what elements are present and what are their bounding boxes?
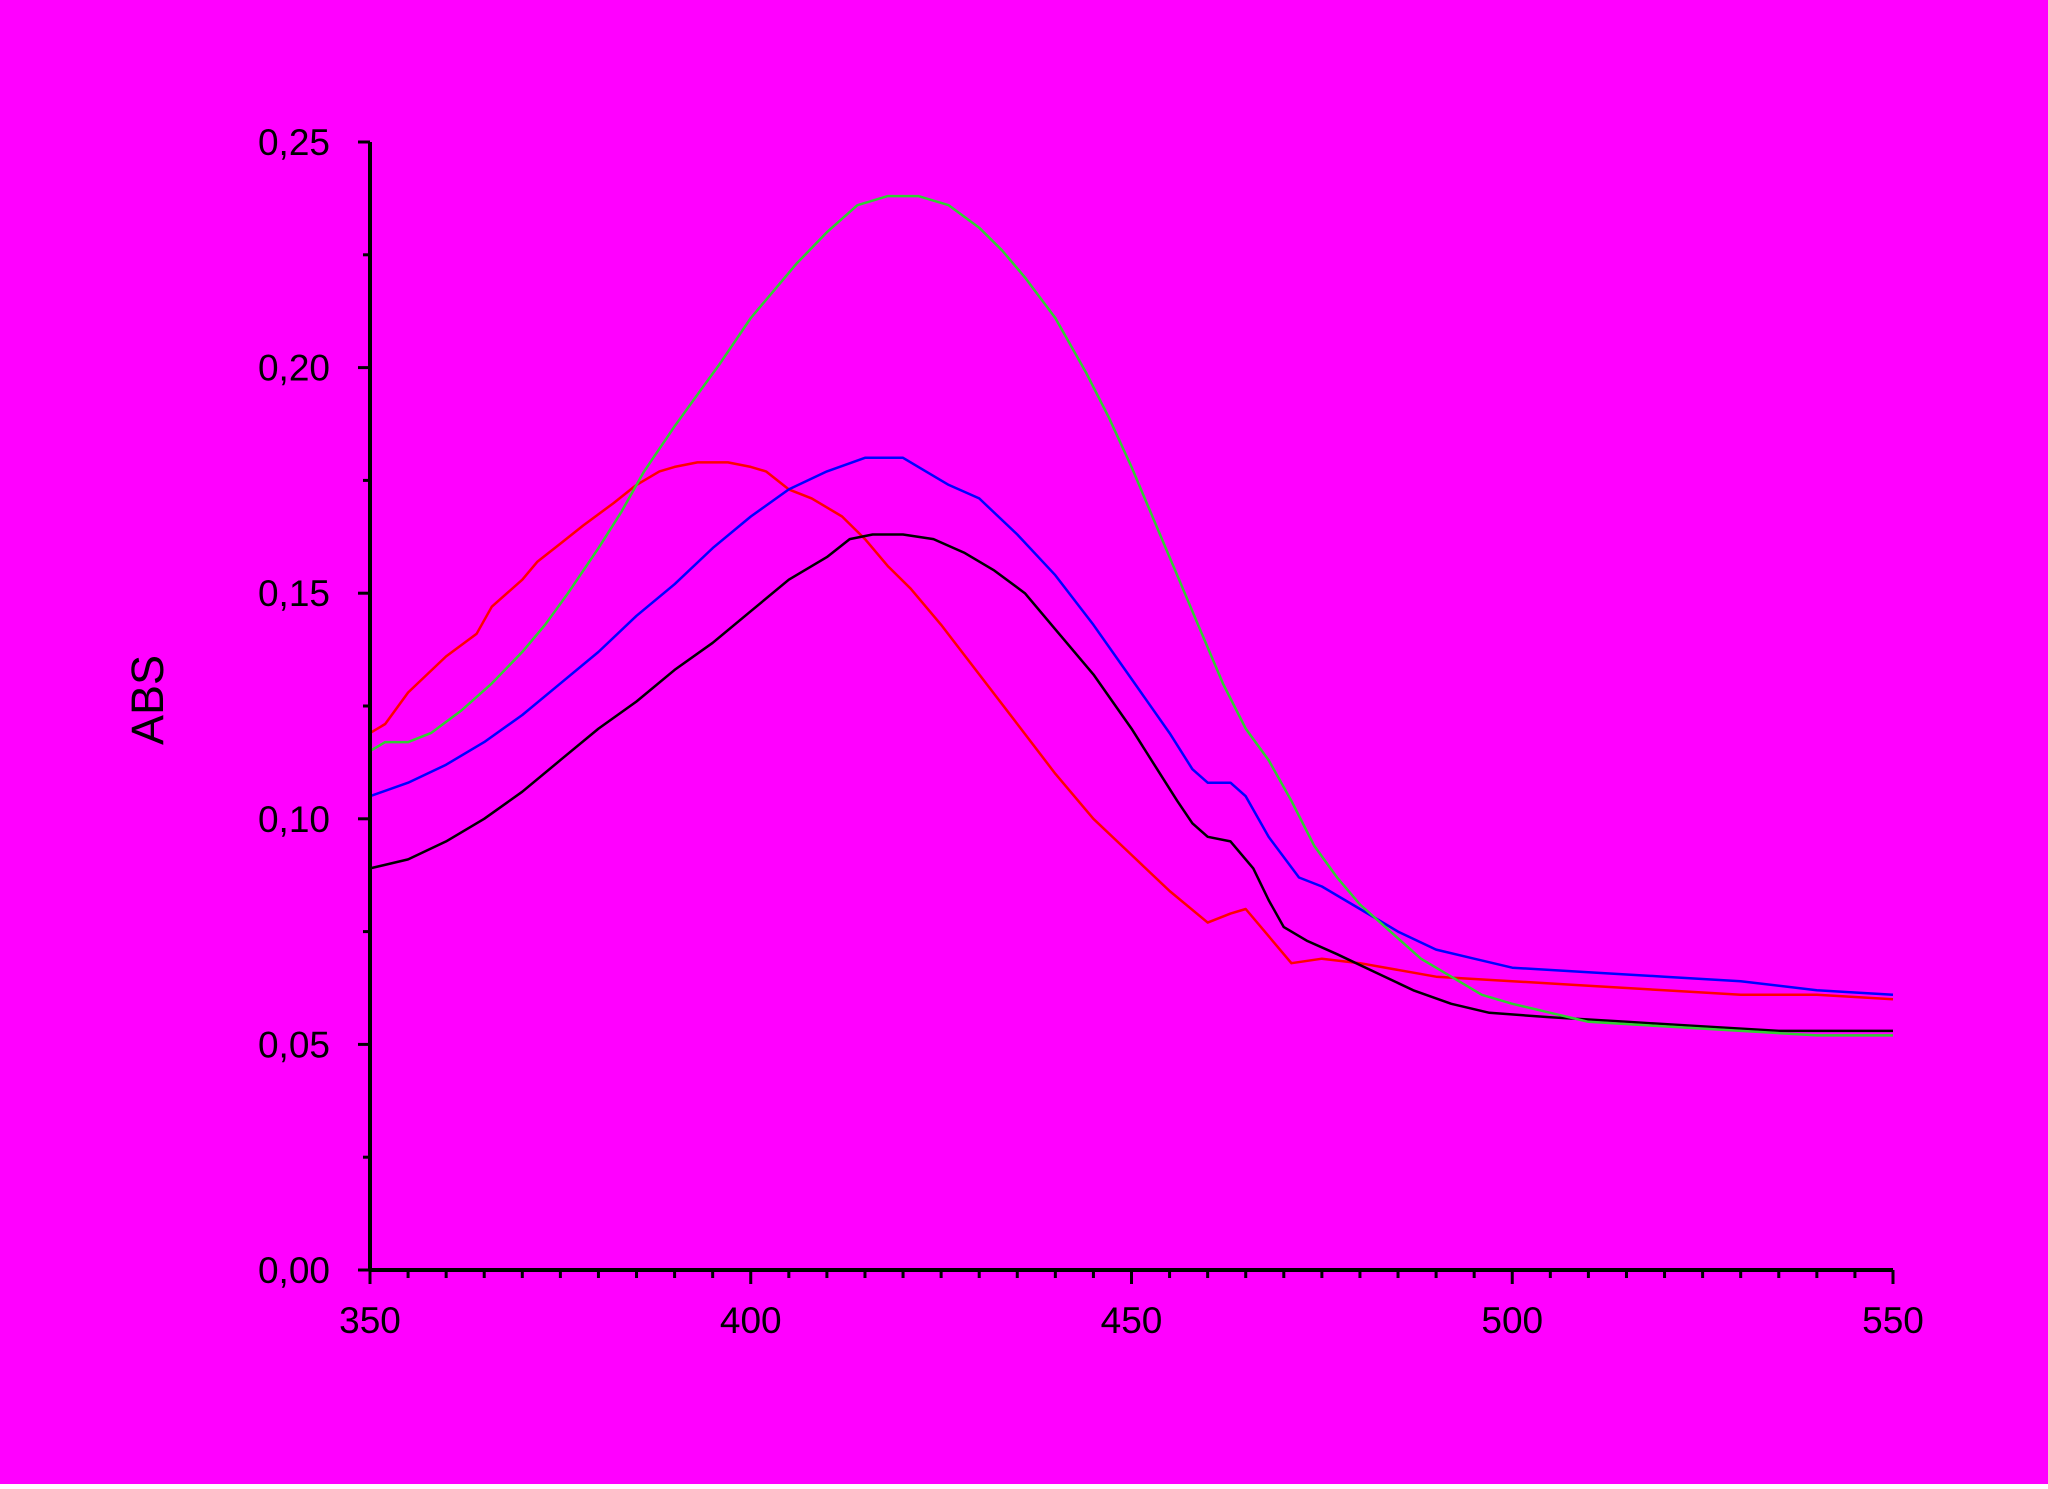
y-tick-label: 0,20: [258, 348, 330, 389]
series-line-4: [369, 194, 1893, 1037]
x-tick-label: 550: [1862, 1300, 1924, 1341]
x-tick-label: 400: [720, 1300, 782, 1341]
y-axis-label: ABS: [122, 655, 173, 745]
y-tick-label: 0,25: [258, 122, 330, 163]
axes-layer: 0,00 0,05 0,10 0,15 0,20 0,25 350 400 450 500 550: [258, 122, 1924, 1341]
y-tick-label: 0,00: [258, 1250, 330, 1291]
x-tick-label: 500: [1481, 1300, 1543, 1341]
y-tick-label: 0,10: [258, 799, 330, 840]
x-tick-label: 450: [1101, 1300, 1163, 1341]
series-line-2: [369, 456, 1894, 997]
y-tick-label: 0,15: [258, 573, 330, 614]
x-tick-label: 350: [339, 1300, 401, 1341]
series-line-3: [369, 533, 1893, 1033]
series-line-1: [369, 461, 1894, 1001]
series-layer: [369, 194, 1894, 1037]
y-tick-label: 0,05: [258, 1024, 330, 1065]
